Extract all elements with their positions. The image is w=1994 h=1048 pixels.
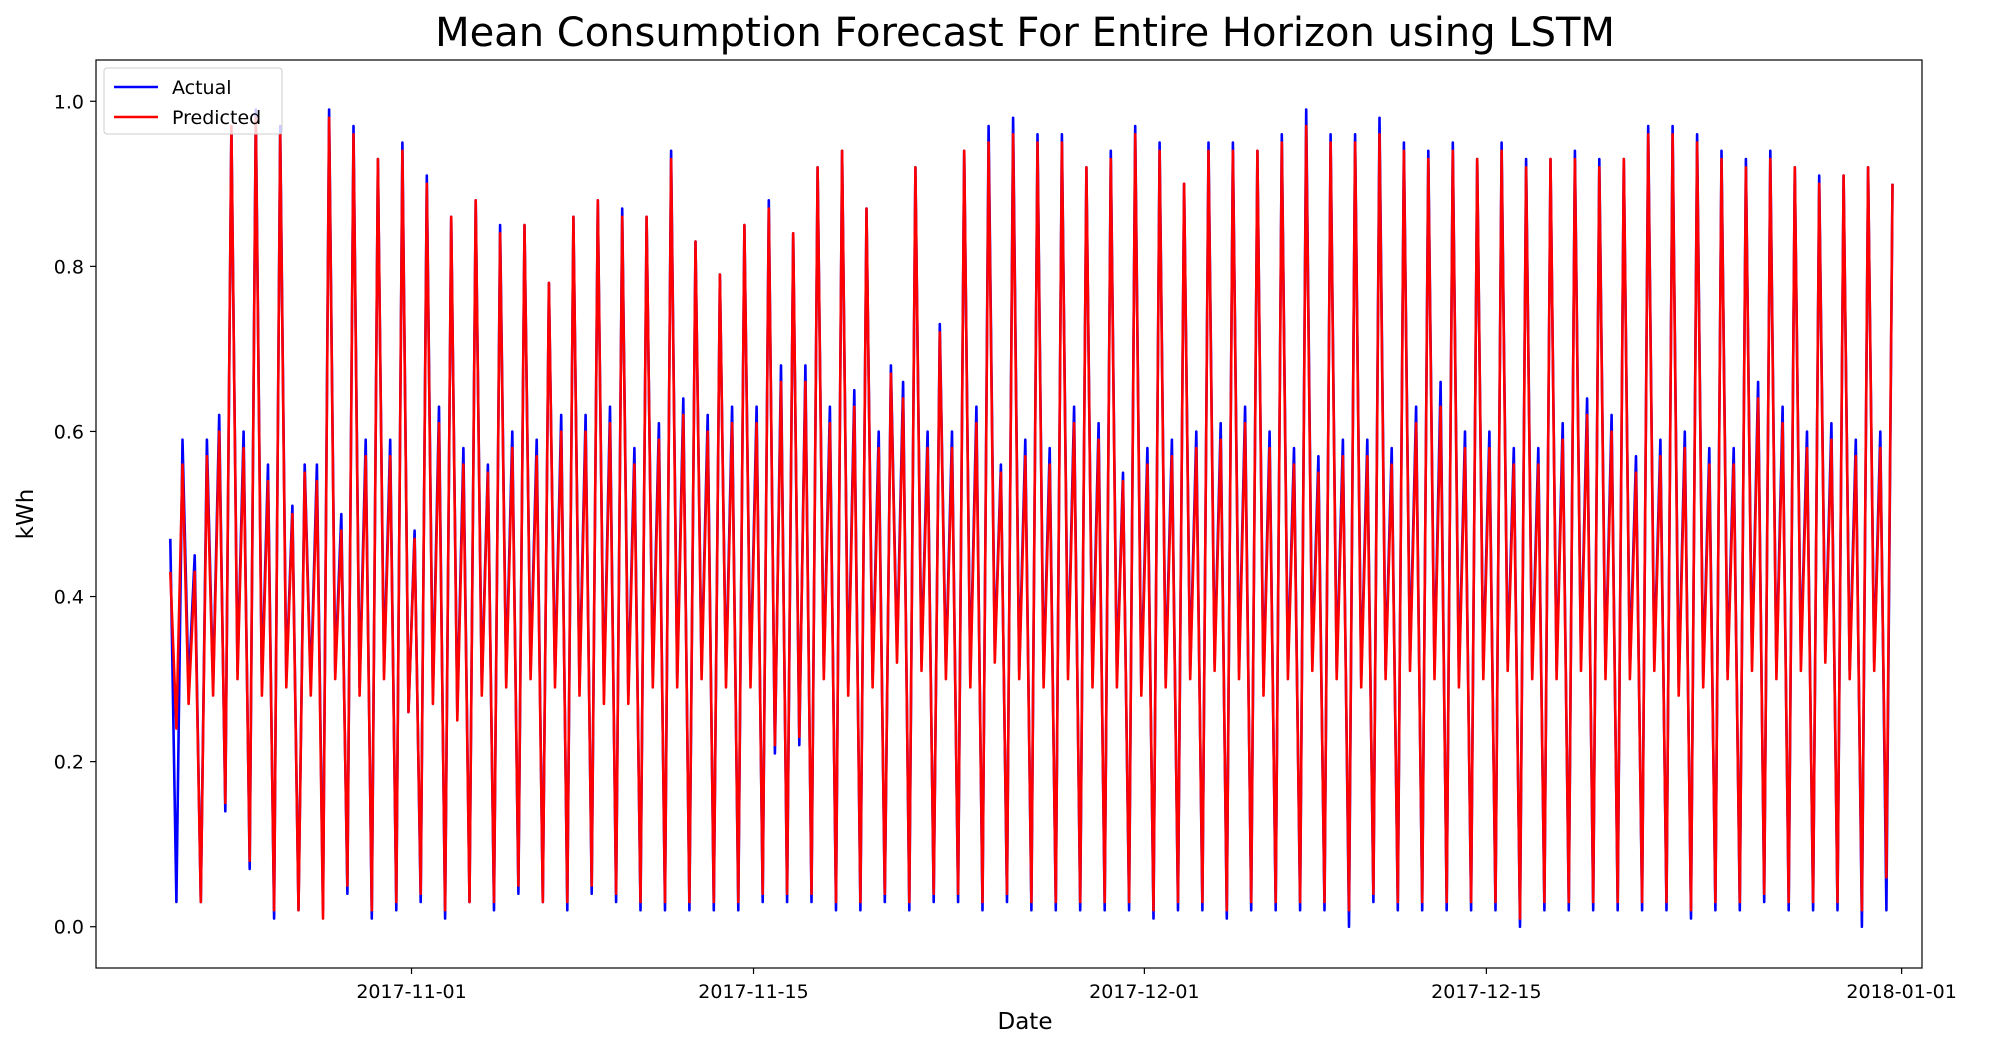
x-tick-label: 2017-11-01 <box>356 981 466 1003</box>
y-tick-label: 0.0 <box>54 917 84 939</box>
x-axis: 2017-11-01 2017-11-15 2017-12-01 2017-12-15… <box>356 968 1957 1003</box>
y-tick-label: 1.0 <box>54 91 84 113</box>
y-tick-label: 0.6 <box>54 421 84 443</box>
legend-actual-label: Actual <box>172 77 232 99</box>
series-layer <box>169 108 1894 929</box>
series-line-predicted <box>169 116 1894 920</box>
x-tick-label: 2018-01-01 <box>1846 981 1956 1003</box>
x-tick-label: 2017-12-01 <box>1089 981 1199 1003</box>
x-axis-label: Date <box>998 1009 1053 1035</box>
x-tick-label: 2017-12-15 <box>1431 981 1541 1003</box>
y-tick-label: 0.8 <box>54 256 84 278</box>
y-tick-label: 0.2 <box>54 752 84 774</box>
legend: Actual Predicted <box>103 67 283 135</box>
x-tick-label: 2017-11-15 <box>698 981 808 1003</box>
chart-title: Mean Consumption Forecast For Entire Hor… <box>435 10 1615 56</box>
y-axis: 0.0 0.2 0.4 0.6 0.8 1.0 <box>54 91 96 939</box>
y-tick-label: 0.4 <box>54 587 84 609</box>
y-axis-label: kWh <box>13 489 39 540</box>
legend-predicted-label: Predicted <box>172 107 261 129</box>
